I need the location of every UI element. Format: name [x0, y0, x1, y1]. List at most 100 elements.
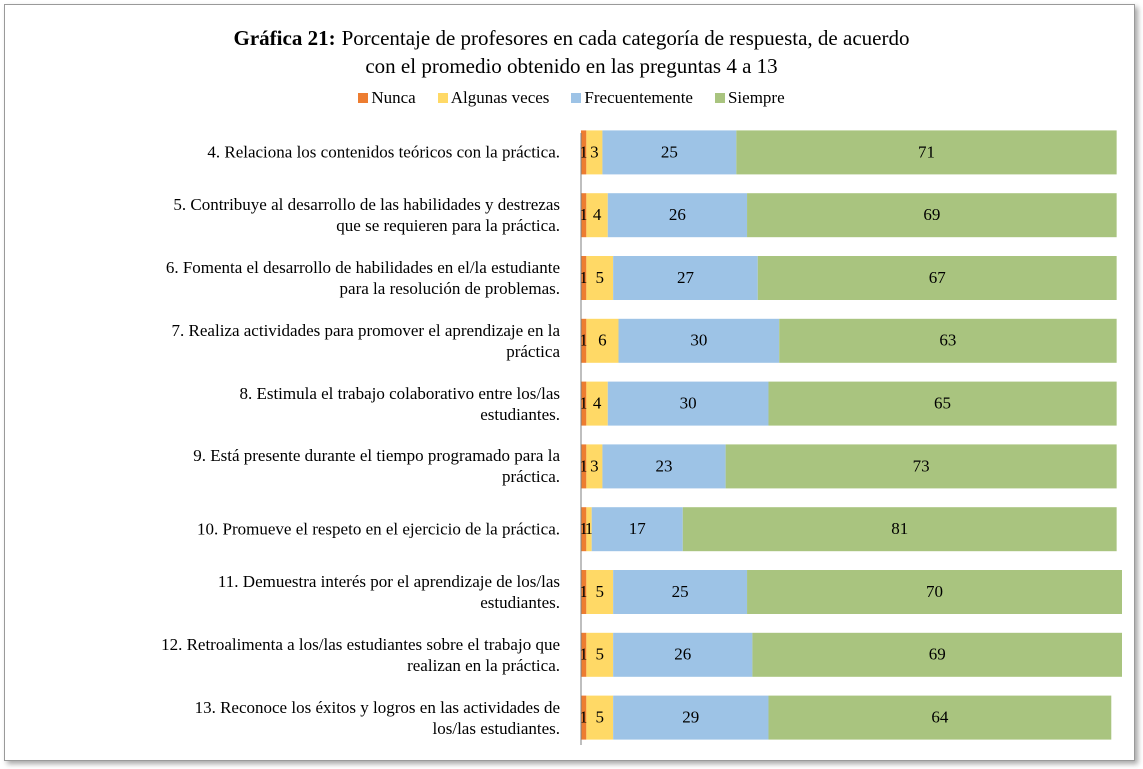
data-label: 69 [929, 645, 946, 664]
data-label: 1 [579, 582, 588, 601]
bar-segment [768, 695, 1112, 740]
bar-segment [757, 256, 1117, 300]
data-label: 27 [677, 268, 695, 287]
chart-title: Gráfica 21: Porcentaje de profesores en c… [0, 24, 1143, 80]
data-label: 26 [674, 645, 691, 664]
legend-item: Nunca [358, 88, 416, 108]
data-label: 67 [929, 268, 947, 287]
bar-segment [581, 193, 587, 238]
bar-segment [747, 570, 1122, 614]
bar-segment [602, 444, 726, 489]
data-label: 81 [891, 519, 908, 538]
data-label: 3 [590, 142, 599, 161]
category-label: 4. Relaciona los contenidos teóricos con… [207, 142, 560, 162]
data-label: 64 [931, 708, 949, 727]
data-label: 1 [579, 268, 588, 287]
bar-segment [725, 444, 1117, 489]
data-label: 23 [656, 456, 673, 475]
category-label: 6. Fomenta el desarrollo de habilidades … [165, 258, 560, 298]
bar-segment [581, 695, 587, 740]
data-label: 70 [926, 582, 943, 601]
legend-label: Siempre [727, 88, 785, 107]
category-label: 10. Promueve el respeto en el ejercicio … [197, 519, 560, 539]
bar-segment [586, 130, 603, 175]
bar-segment [586, 632, 614, 677]
data-label: 63 [939, 331, 956, 350]
bar-segment [613, 256, 758, 300]
data-label: 1 [579, 645, 588, 664]
bar-segment [613, 632, 753, 677]
bar-segment [581, 130, 587, 175]
bar-segment [586, 193, 608, 238]
bar-segment [586, 695, 614, 740]
legend-swatch [437, 93, 448, 103]
bar-segment [768, 381, 1117, 426]
bar-segment [581, 444, 587, 489]
bar-segment [586, 256, 614, 300]
legend-label: Frecuentemente [584, 88, 693, 107]
data-label: 1 [585, 519, 594, 538]
bar-segment [752, 632, 1122, 677]
data-label: 5 [595, 645, 604, 664]
data-label: 73 [913, 456, 930, 475]
data-label: 6 [598, 331, 607, 350]
bar-segment [602, 130, 737, 175]
category-label: 8. Estimula el trabajo colaborativo entr… [239, 383, 560, 424]
bar-segment [607, 381, 769, 426]
data-label: 3 [590, 456, 599, 475]
category-label: 12. Retroalimenta a los/las estudiantes … [161, 634, 560, 675]
bar-segment [581, 570, 587, 614]
bar-segment [747, 193, 1117, 238]
bar-segment [586, 318, 619, 363]
legend-item: Algunas veces [437, 88, 550, 108]
data-label: 1 [579, 205, 588, 224]
bar-segment [586, 570, 614, 614]
legend-item: Frecuentemente [571, 88, 693, 108]
bar-segment [613, 570, 748, 614]
data-label: 26 [669, 205, 686, 224]
data-label: 1 [579, 331, 588, 350]
data-label: 4 [593, 205, 602, 224]
data-label: 65 [934, 394, 951, 413]
bar-segment [581, 256, 587, 300]
data-label: 1 [579, 519, 588, 538]
data-label: 1 [579, 394, 588, 413]
bar-segment [581, 381, 587, 426]
title-text: Porcentaje de profesores en cada categor… [341, 26, 910, 78]
data-label: 4 [593, 394, 602, 413]
bar-segment [591, 507, 683, 552]
bar-segment [607, 193, 748, 238]
data-label: 1 [579, 142, 588, 161]
category-label: 7. Realiza actividades para promover el … [171, 320, 560, 361]
legend-swatch [571, 93, 582, 103]
bar-segment [586, 381, 608, 426]
data-label: 29 [682, 708, 699, 727]
data-label: 25 [661, 142, 678, 161]
bar-segment [581, 632, 587, 677]
legend-label: Nunca [371, 88, 416, 107]
category-label: 11. Demuestra interés por el aprendizaje… [217, 572, 560, 612]
bar-segment [613, 695, 769, 740]
legend-item: Siempre [714, 88, 785, 108]
bar-segment [779, 318, 1117, 363]
category-label: 9. Está presente durante el tiempo progr… [193, 446, 560, 487]
bar-segment [618, 318, 780, 363]
legend-label: Algunas veces [450, 88, 550, 107]
category-label: 5. Contribuye al desarrollo de las habil… [173, 195, 560, 236]
data-label: 69 [923, 205, 940, 224]
bar-segment [586, 444, 603, 489]
data-label: 1 [579, 708, 588, 727]
bar-segment [586, 507, 592, 552]
data-label: 5 [595, 708, 604, 727]
data-label: 17 [629, 519, 647, 538]
data-label: 5 [595, 268, 604, 287]
legend: Nunca Algunas veces Frecuentemente Siempre [0, 88, 1143, 108]
data-label: 30 [690, 331, 707, 350]
bar-segment [736, 130, 1117, 175]
bar-segment [581, 318, 587, 363]
legend-swatch [358, 93, 369, 103]
data-label: 30 [680, 394, 697, 413]
title-prefix: Gráfica 21: [233, 26, 336, 50]
